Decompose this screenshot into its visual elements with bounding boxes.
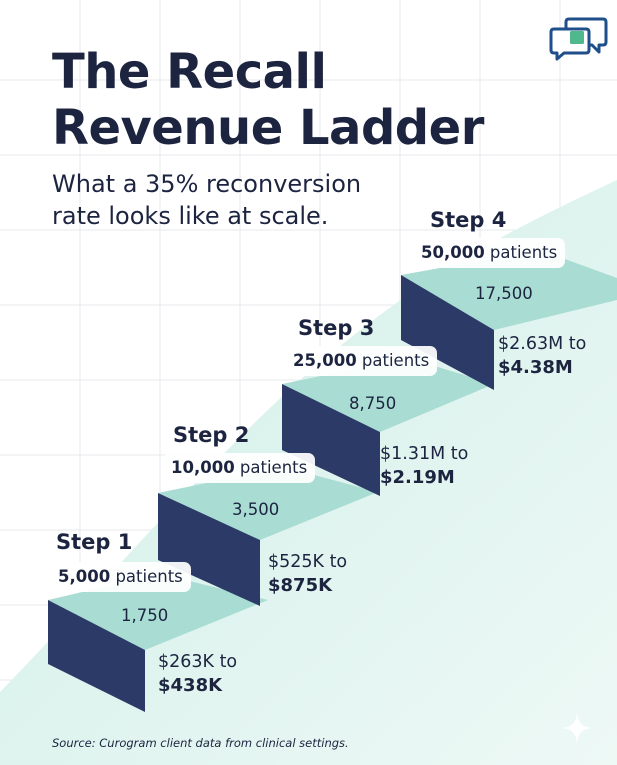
step-1-revenue-low: $263K to	[158, 652, 238, 672]
step-3-patients-number: 25,000	[293, 351, 357, 370]
step-1-revenue: $263K to $438K	[158, 650, 237, 698]
title-line-2: Revenue Ladder	[52, 100, 484, 156]
step-4-tread	[401, 250, 617, 330]
step-1-patients-word: patients	[115, 567, 183, 586]
step-2-patients-word: patients	[239, 458, 308, 477]
step-1-label: Step 1	[56, 530, 133, 554]
step-4-riser	[401, 275, 494, 390]
subtitle-line-2: rate looks like at scale.	[52, 202, 329, 230]
step-1-riser	[48, 600, 145, 712]
step-2-patients-number: 10,000	[171, 458, 235, 477]
source-note: Source: Curogram client data from clinic…	[52, 736, 349, 750]
step-2-tread	[158, 467, 378, 540]
step-1-patients-pill: 5,000 patients	[50, 562, 191, 592]
step-3-tread	[282, 358, 494, 432]
step-3-label: Step 3	[298, 316, 375, 340]
chat-bubbles-icon	[549, 17, 608, 61]
step-3-patients-pill: 25,000 patients	[285, 346, 438, 376]
step-1-patients-number: 5,000	[58, 567, 111, 586]
step-4-label: Step 4	[430, 208, 507, 232]
step-2-reconverted: 3,500	[232, 500, 280, 519]
step-3-revenue-low: $1.31M to	[380, 444, 469, 464]
step-4-patients-word: patients	[489, 243, 558, 262]
step-4-revenue-low: $2.63M to	[498, 334, 587, 354]
step-4-reconverted: 17,500	[475, 284, 533, 303]
title-line-1: The Recall	[52, 44, 327, 100]
step-2-revenue-high: $875K	[268, 575, 333, 596]
subtitle-line-1: What a 35% reconversion	[52, 170, 362, 198]
step-2-patients-pill: 10,000 patients	[163, 453, 316, 483]
step-4-patients-number: 50,000	[421, 243, 485, 262]
step-4-revenue-high: $4.38M	[498, 357, 573, 378]
step-3-revenue-high: $2.19M	[380, 467, 455, 488]
page-title: The Recall Revenue Ladder	[52, 44, 484, 156]
step-4-patients-pill: 50,000 patients	[413, 238, 566, 268]
step-3-patients-word: patients	[361, 351, 430, 370]
step-2-revenue: $525K to $875K	[268, 550, 347, 598]
step-2-riser	[158, 493, 260, 606]
step-1-revenue-high: $438K	[158, 675, 223, 696]
step-4-revenue: $2.63M to $4.38M	[498, 332, 586, 380]
step-1-reconverted: 1,750	[121, 606, 169, 625]
step-3-revenue: $1.31M to $2.19M	[380, 442, 468, 490]
step-2-revenue-low: $525K to	[268, 552, 348, 572]
step-3-riser	[282, 384, 380, 496]
sparkle-icon	[562, 713, 592, 743]
step-2-label: Step 2	[173, 423, 250, 447]
step-1-tread	[48, 574, 268, 650]
page-subtitle: What a 35% reconversion rate looks like …	[52, 168, 361, 232]
staircase	[48, 250, 617, 712]
step-3-reconverted: 8,750	[349, 394, 397, 413]
